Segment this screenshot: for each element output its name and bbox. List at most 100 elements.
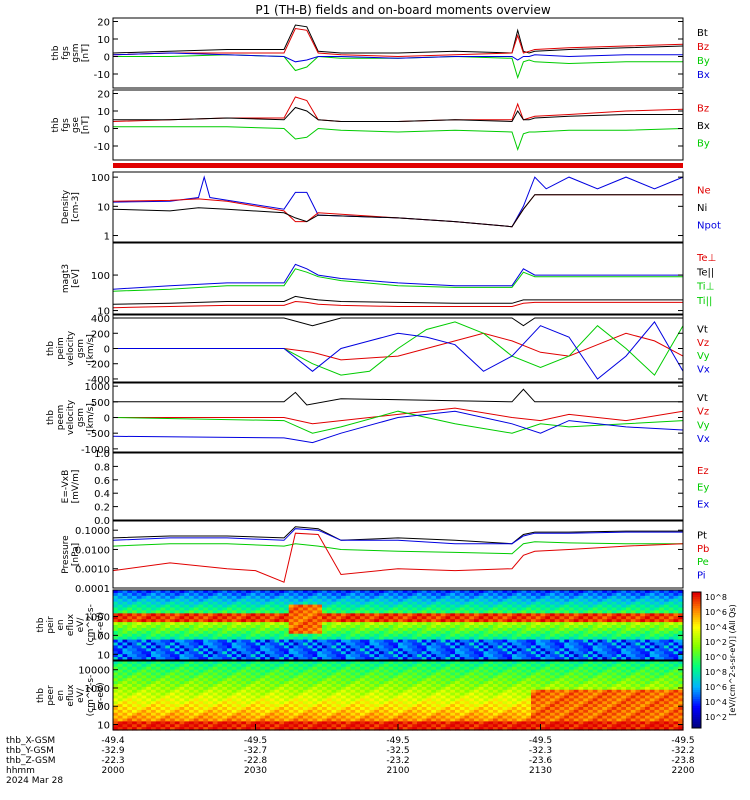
heatmap-cell	[331, 590, 337, 594]
heatmap-cell	[241, 610, 247, 614]
heatmap-cell	[645, 642, 651, 647]
heatmap-cell	[227, 715, 233, 720]
heatmap-cell	[678, 616, 684, 620]
heatmap-cell	[417, 616, 423, 620]
heatmap-cell	[331, 663, 337, 668]
heatmap-cell	[469, 727, 475, 731]
heatmap-cell	[160, 645, 166, 649]
heatmap-cell	[645, 633, 651, 638]
heatmap-cell	[331, 689, 337, 694]
heatmap-cell	[113, 721, 119, 725]
heatmap-cell	[231, 636, 238, 641]
heatmap-cell	[417, 651, 423, 655]
heatmap-cell	[540, 598, 546, 603]
heatmap-cell	[478, 698, 485, 702]
heatmap-cell	[279, 678, 285, 682]
heatmap-cell	[455, 669, 461, 674]
legend-entry: Vt	[697, 393, 708, 404]
heatmap-cell	[203, 651, 209, 655]
heatmap-cell	[436, 669, 442, 674]
heatmap-cell	[440, 686, 447, 691]
heatmap-cell	[160, 709, 166, 714]
heatmap-cell	[554, 604, 561, 609]
heatmap-cell	[426, 607, 432, 612]
series-line-7-1	[112, 528, 683, 545]
heatmap-cell	[141, 684, 147, 688]
heatmap-cell	[189, 633, 195, 638]
heatmap-cell	[231, 651, 238, 655]
heatmap-cell	[455, 672, 461, 676]
heatmap-cell	[127, 654, 133, 658]
heatmap-cell	[336, 701, 342, 705]
heatmap-cell	[421, 695, 428, 699]
heatmap-cell	[322, 681, 328, 685]
heatmap-cell	[483, 604, 489, 609]
heatmap-cell	[440, 625, 447, 629]
heatmap-cell	[478, 704, 485, 708]
heatmap-cell	[407, 636, 413, 641]
heatmap-cell	[179, 627, 185, 632]
heatmap-cell	[265, 678, 271, 682]
heatmap-cell	[526, 604, 532, 609]
heatmap-cell	[284, 642, 290, 647]
heatmap-cell	[184, 642, 190, 647]
heatmap-cell	[274, 707, 280, 711]
heatmap-cell	[326, 648, 333, 652]
heatmap-cell	[208, 681, 214, 685]
heatmap-cell	[222, 698, 228, 702]
heatmap-cell	[298, 607, 304, 612]
heatmap-cell	[279, 642, 285, 647]
heatmap-cell	[179, 718, 185, 722]
heatmap-cell	[602, 648, 608, 652]
heatmap-cell	[174, 636, 181, 641]
heatmap-cell	[326, 630, 333, 635]
heatmap-cell	[440, 627, 447, 632]
heatmap-cell	[331, 672, 337, 676]
heatmap-cell	[445, 613, 451, 617]
heatmap-cell	[388, 651, 394, 655]
heatmap-cell	[664, 630, 670, 635]
heatmap-cell	[474, 595, 480, 600]
heatmap-cell	[208, 590, 214, 594]
heatmap-cell	[312, 721, 318, 725]
heatmap-cell	[203, 607, 209, 612]
heatmap-cell	[198, 678, 204, 682]
legend-entry: Pt	[697, 530, 707, 541]
heatmap-cell	[569, 654, 575, 658]
heatmap-cell	[592, 636, 599, 641]
heatmap-cell	[469, 648, 475, 652]
heatmap-cell	[217, 724, 223, 728]
heatmap-cell	[307, 678, 314, 682]
heatmap-cell	[174, 663, 181, 668]
heatmap-cell	[265, 701, 271, 705]
heatmap-cell	[654, 651, 660, 655]
heatmap-cell	[174, 651, 181, 655]
heatmap-cell	[588, 657, 594, 661]
heatmap-cell	[654, 595, 660, 600]
heatmap-cell	[193, 598, 200, 603]
heatmap-cell	[217, 619, 223, 623]
heatmap-cell	[231, 607, 238, 612]
heatmap-cell	[635, 642, 641, 647]
heatmap-cell	[132, 657, 138, 661]
heatmap-cell	[279, 715, 285, 720]
heatmap-cell	[274, 709, 280, 714]
heatmap-cell	[611, 619, 618, 623]
heatmap-cell	[654, 590, 660, 594]
heatmap-cell	[250, 672, 257, 676]
heatmap-cell	[250, 684, 257, 688]
heatmap-cell	[616, 616, 622, 620]
heatmap-cell	[198, 613, 204, 617]
heatmap-cell	[445, 636, 451, 641]
heatmap-cell	[288, 712, 295, 717]
heatmap-cell	[293, 689, 299, 694]
heatmap-cell	[597, 607, 603, 612]
heatmap-cell	[136, 709, 143, 714]
heatmap-cell	[402, 592, 409, 597]
heatmap-cell	[170, 625, 176, 629]
heatmap-cell	[469, 661, 475, 665]
heatmap-cell	[588, 590, 594, 594]
heatmap-cell	[127, 681, 133, 685]
heatmap-cell	[611, 598, 618, 603]
heatmap-cell	[512, 619, 518, 623]
